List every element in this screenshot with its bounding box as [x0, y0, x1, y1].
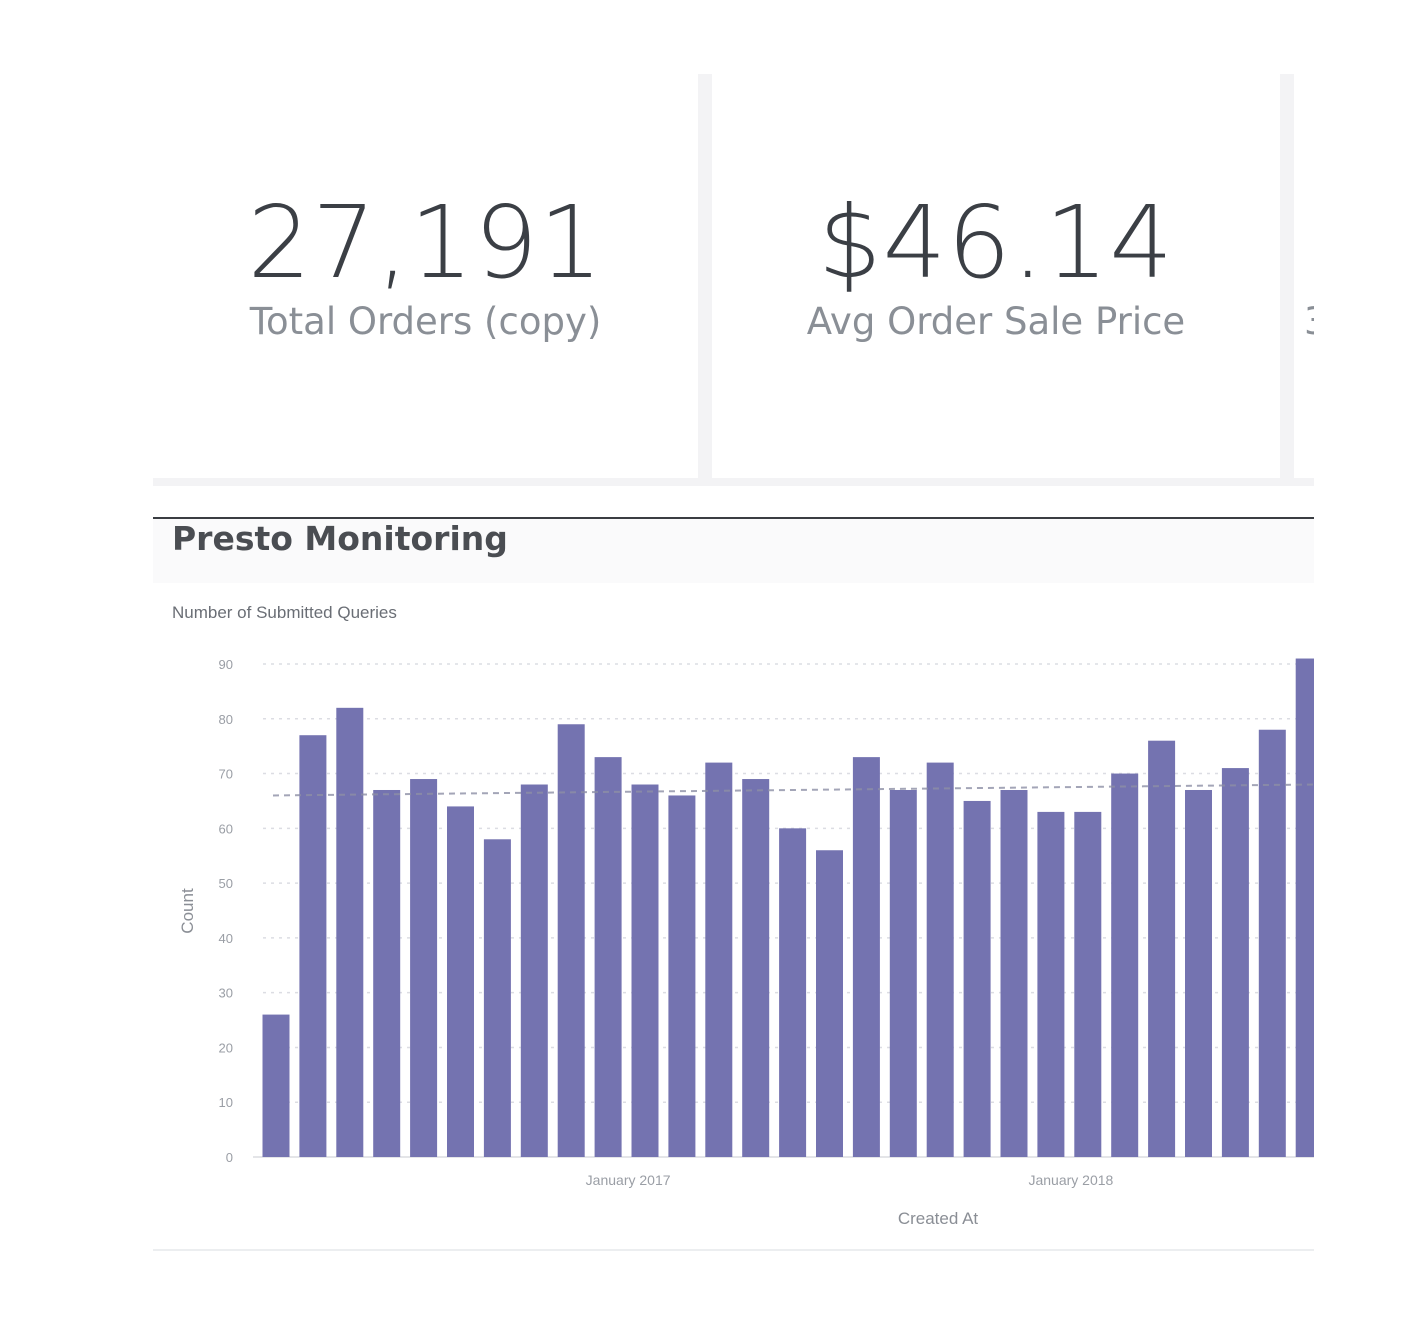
metric-value: $46.14 [818, 184, 1174, 301]
y-tick-label: 90 [219, 657, 233, 672]
chart-bar [447, 806, 474, 1157]
chart-bar [816, 850, 843, 1157]
chart-bar [668, 795, 696, 1157]
metric-label: Total Orders (copy) [249, 300, 602, 343]
chart-bar [299, 735, 327, 1157]
chart-subtitle: Number of Submitted Queries [172, 603, 397, 622]
chart-bar [1074, 811, 1102, 1157]
chart-card-title[interactable]: Presto Monitoring [172, 519, 508, 558]
chart-bar [1037, 811, 1065, 1157]
chart-bar [594, 757, 622, 1157]
trend-line [272, 783, 1314, 797]
x-tick-label: January 2017 [586, 1172, 671, 1188]
metric-value: 27,191 [247, 184, 604, 301]
chart-bar [373, 789, 401, 1157]
chart-bar [1221, 768, 1249, 1157]
chart-bar [1185, 789, 1212, 1157]
y-tick-label: 70 [219, 767, 233, 782]
chart-bar [1295, 658, 1314, 1157]
chart-bar [520, 784, 548, 1157]
chart-bar [705, 762, 733, 1157]
chart-bar [742, 779, 770, 1157]
chart-bar [926, 762, 954, 1157]
chart-bar [1148, 740, 1176, 1157]
metric-card-avg-order-sale-price[interactable]: $46.14 Avg Order Sale Price [712, 74, 1280, 478]
metric-card-total-orders[interactable]: 27,191 Total Orders (copy) [153, 74, 698, 478]
chart-bar [889, 789, 917, 1157]
chart-bar [410, 779, 438, 1157]
bar-chart: 0 10 20 30 40 50 60 70 80 90 January 2017 January 2… [178, 657, 1314, 1228]
chart-bar [852, 757, 880, 1157]
metrics-row: 27,191 Total Orders (copy) $46.14 Avg Or… [153, 74, 1314, 486]
chart-bar [1111, 773, 1139, 1157]
y-tick-label: 40 [219, 931, 233, 946]
chart-bar [557, 724, 585, 1157]
chart-bar [1258, 729, 1286, 1157]
chart-bar [963, 800, 991, 1157]
y-tick-label: 10 [219, 1095, 233, 1110]
chart-bar [262, 1014, 290, 1157]
chart-card: Presto Monitoring Number of Submitted Qu… [153, 517, 1314, 1251]
metric-label: 3 [1304, 300, 1314, 343]
y-tick-label: 20 [219, 1040, 233, 1055]
y-tick-label: 50 [219, 876, 233, 891]
y-axis-label: Count [178, 888, 197, 934]
chart-bar [336, 707, 364, 1157]
chart-bar [483, 839, 511, 1157]
chart-bar [631, 784, 659, 1157]
y-tick-label: 30 [219, 986, 233, 1001]
y-tick-label: 80 [219, 712, 233, 727]
x-axis-label: Created At [898, 1209, 979, 1228]
chart-bar [779, 828, 807, 1157]
metric-label: Avg Order Sale Price [806, 300, 1186, 343]
chart-bar [1000, 789, 1028, 1157]
y-tick-label: 0 [226, 1150, 233, 1165]
metric-card-partial[interactable]: 3 [1294, 74, 1314, 478]
x-tick-label: January 2018 [1028, 1172, 1113, 1188]
y-tick-label: 60 [219, 821, 233, 836]
chart-card-header: Presto Monitoring [153, 519, 1314, 583]
